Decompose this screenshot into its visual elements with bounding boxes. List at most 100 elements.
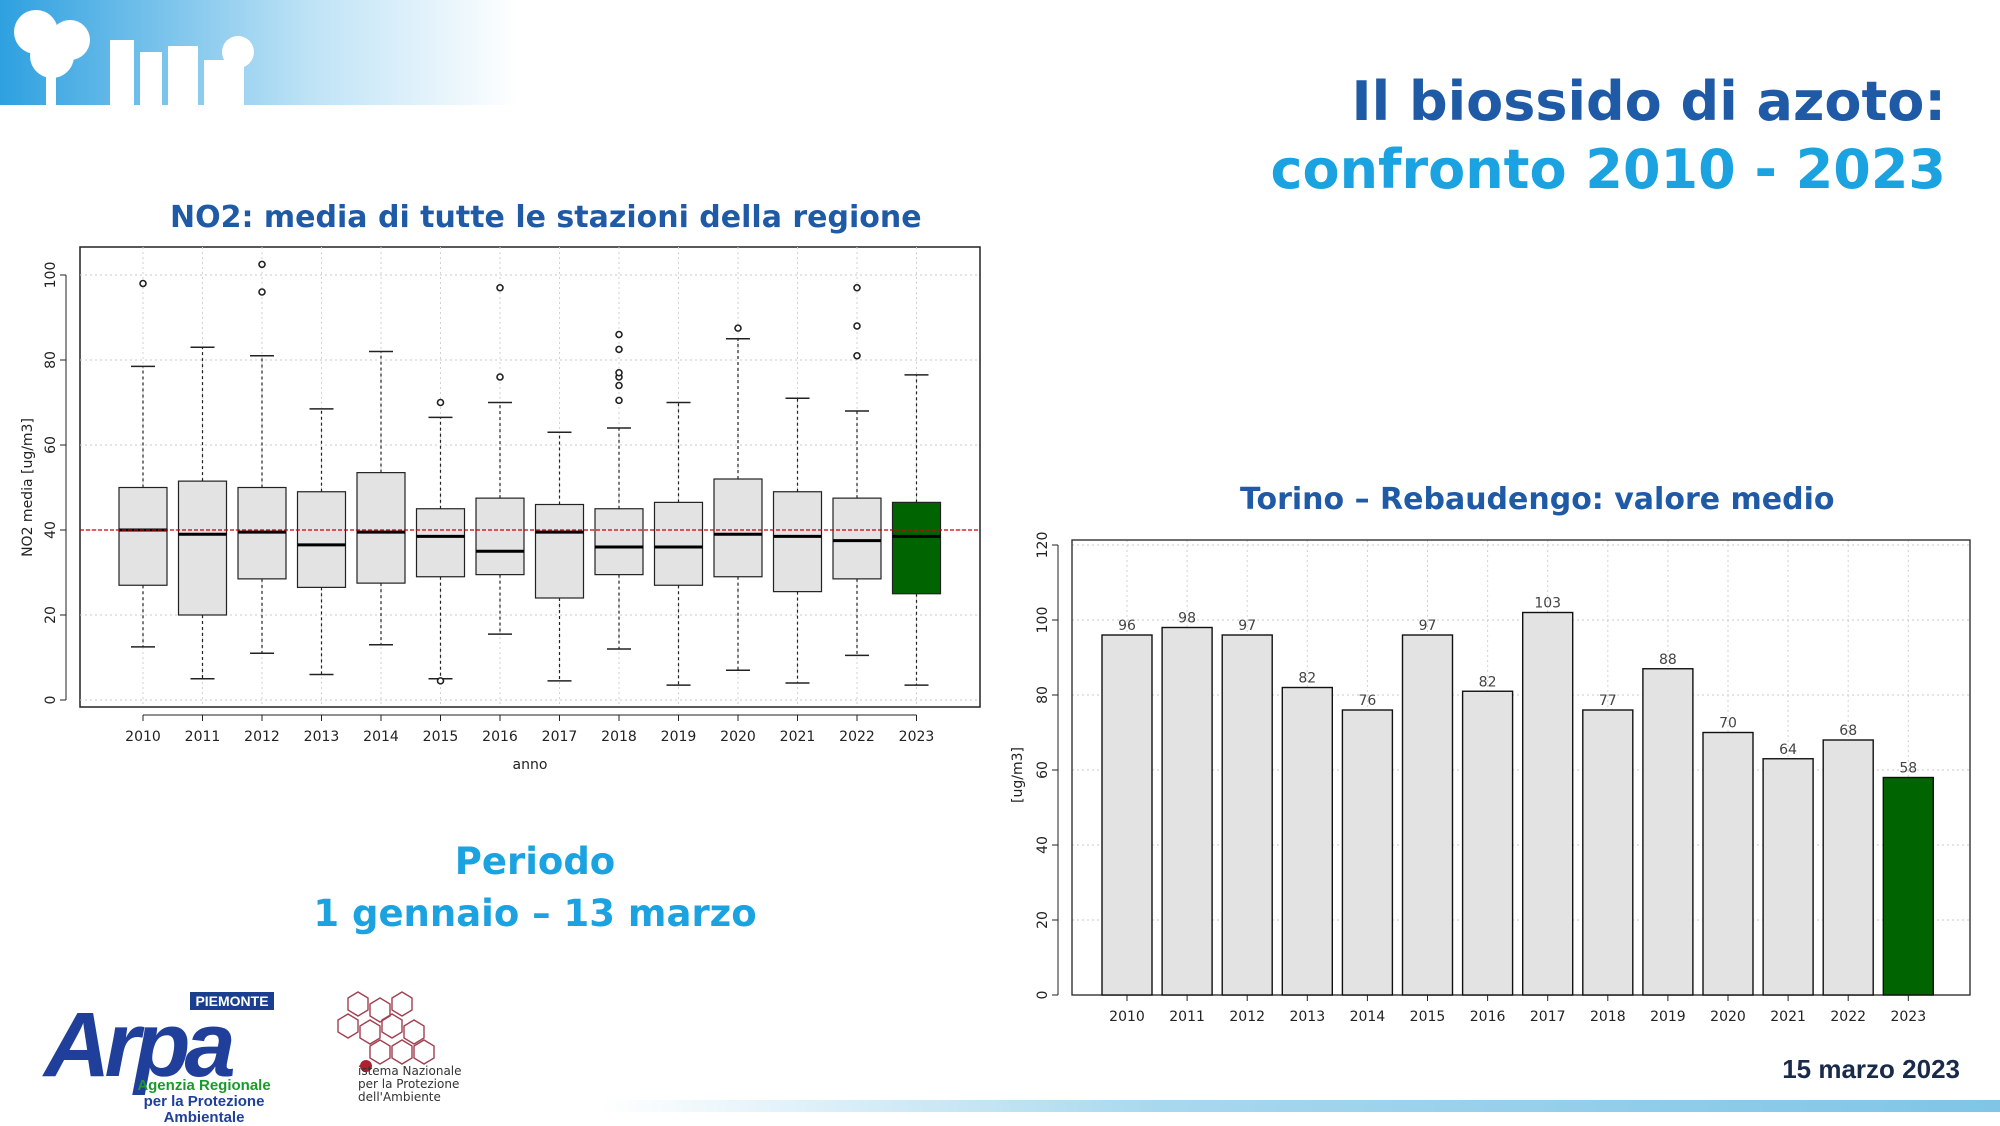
bar-value-label: 76 bbox=[1358, 693, 1376, 709]
bar-value-label: 82 bbox=[1479, 674, 1497, 690]
box-x-tick-label: 2018 bbox=[601, 729, 637, 745]
bar-x-tick-label: 2022 bbox=[1830, 1009, 1866, 1025]
bar-y-tick-label: 60 bbox=[1035, 761, 1051, 779]
bar-x-tick-label: 2017 bbox=[1530, 1009, 1566, 1025]
bar-x-tick-label: 2010 bbox=[1109, 1009, 1145, 1025]
bar-value-label: 103 bbox=[1534, 596, 1561, 612]
bar-2013 bbox=[1281, 686, 1333, 996]
box-outlier bbox=[615, 381, 623, 390]
snpa-line1: istema Nazionale bbox=[358, 1064, 462, 1078]
bar-x-tick-label: 2015 bbox=[1410, 1009, 1446, 1025]
box-2021 bbox=[772, 397, 823, 684]
box-2013 bbox=[296, 408, 347, 676]
slide-title-line2: confronto 2010 - 2023 bbox=[1270, 138, 1946, 201]
bar-y-tick-label: 120 bbox=[1035, 532, 1051, 559]
slide-title-line1: Il biossido di azoto: bbox=[1351, 70, 1946, 133]
bar-value-label: 68 bbox=[1839, 723, 1857, 739]
bar-value-label: 64 bbox=[1779, 742, 1797, 758]
bar-value-label: 58 bbox=[1899, 761, 1917, 777]
arpa-agency-line1: Agenzia Regionale bbox=[137, 1077, 271, 1094]
arpa-region-badge: PIEMONTE bbox=[190, 992, 274, 1010]
box-2020 bbox=[713, 324, 763, 671]
bar-2022 bbox=[1822, 739, 1874, 996]
box-y-tick-label: 20 bbox=[43, 606, 59, 624]
arpa-agency-name: Agenzia Regionale per la Protezione Ambi… bbox=[104, 1078, 304, 1126]
box-2017 bbox=[534, 431, 585, 682]
box-outlier bbox=[436, 398, 445, 407]
box-2022 bbox=[832, 283, 882, 657]
box-x-tick-label: 2017 bbox=[542, 729, 578, 745]
box-outlier bbox=[853, 322, 861, 330]
bar-value-label: 77 bbox=[1599, 693, 1617, 709]
box-2018 bbox=[594, 330, 644, 650]
box-y-tick-label: 0 bbox=[43, 696, 59, 705]
box-x-tick-label: 2019 bbox=[661, 729, 697, 745]
box-iqr bbox=[772, 491, 823, 593]
box-x-tick-label: 2014 bbox=[363, 729, 399, 745]
bar-x-tick-label: 2016 bbox=[1470, 1009, 1506, 1025]
box-iqr bbox=[534, 503, 585, 599]
box-2010 bbox=[118, 279, 168, 648]
box-x-tick-label: 2010 bbox=[125, 729, 161, 745]
box-plot-frame bbox=[79, 246, 981, 708]
bar-2010 bbox=[1101, 634, 1153, 996]
box-x-tick-label: 2015 bbox=[423, 729, 459, 745]
arpa-agency-line2: per la Protezione Ambientale bbox=[143, 1093, 265, 1126]
rebaudengo-bar-chart: 0 20 40 60 80 100 120 [ug/m3] 2010 2011 2012 2013 20… bbox=[1010, 532, 1971, 1025]
bar-value-label: 98 bbox=[1178, 611, 1196, 627]
bar-x-tick-label: 2023 bbox=[1890, 1009, 1926, 1025]
box-iqr bbox=[713, 478, 763, 578]
box-outlier bbox=[615, 345, 623, 354]
box-outlier bbox=[615, 396, 623, 405]
box-iqr bbox=[356, 472, 406, 584]
box-iqr bbox=[475, 497, 525, 576]
bar-y-tick-label: 100 bbox=[1035, 607, 1051, 634]
bar-y-tick-label: 20 bbox=[1035, 911, 1051, 929]
box-iqr bbox=[653, 501, 704, 586]
bar-2014 bbox=[1341, 709, 1394, 996]
header-decoration bbox=[0, 0, 520, 125]
box-x-tick-label: 2016 bbox=[482, 729, 518, 745]
box-y-tick-label: 40 bbox=[43, 521, 59, 539]
box-x-tick-label: 2023 bbox=[899, 729, 935, 745]
slide-date: 15 marzo 2023 bbox=[1782, 1054, 1960, 1084]
bar-x-tick-label: 2018 bbox=[1590, 1009, 1626, 1025]
bar-plot-frame bbox=[1071, 539, 1971, 996]
arpa-logo: Arpa bbox=[44, 994, 236, 1096]
box-y-tick-label: 100 bbox=[43, 262, 59, 289]
box-2014 bbox=[356, 350, 406, 646]
box-outlier bbox=[258, 288, 266, 296]
bar-2015 bbox=[1401, 634, 1454, 996]
bar-x-tick-label: 2012 bbox=[1229, 1009, 1265, 1025]
bar-value-label: 96 bbox=[1118, 618, 1136, 634]
box-x-tick-label: 2022 bbox=[839, 729, 875, 745]
box-outlier bbox=[139, 279, 147, 288]
box-y-tick-label: 80 bbox=[43, 351, 59, 369]
box-iqr bbox=[177, 480, 228, 616]
box-2011 bbox=[177, 346, 228, 680]
bar-value-label: 97 bbox=[1238, 618, 1256, 634]
bar-2021 bbox=[1762, 758, 1814, 996]
box-2023 bbox=[891, 374, 942, 686]
box-iqr bbox=[415, 508, 466, 578]
box-x-tick-label: 2021 bbox=[780, 729, 816, 745]
bar-x-tick-label: 2019 bbox=[1650, 1009, 1686, 1025]
box-x-tick-label: 2012 bbox=[244, 729, 280, 745]
box-chart-title: NO2: media di tutte le stazioni della re… bbox=[170, 200, 922, 235]
bar-value-label: 70 bbox=[1719, 716, 1737, 732]
snpa-logo-icon bbox=[337, 991, 435, 1072]
box-outlier bbox=[734, 324, 742, 332]
box-2019 bbox=[653, 401, 704, 686]
box-x-tick-label: 2011 bbox=[185, 729, 221, 745]
bar-chart-title: Torino – Rebaudengo: valore medio bbox=[1240, 482, 1835, 517]
box-outlier bbox=[496, 283, 504, 292]
box-outlier bbox=[853, 351, 861, 360]
box-outlier bbox=[436, 677, 445, 685]
bar-2019 bbox=[1642, 668, 1694, 996]
box-outlier bbox=[258, 260, 266, 269]
box-y-tick-label: 60 bbox=[43, 436, 59, 454]
bar-2018 bbox=[1582, 709, 1634, 996]
bar-2023 bbox=[1882, 776, 1934, 996]
bar-2017 bbox=[1522, 611, 1574, 996]
footer-bar bbox=[600, 1100, 2000, 1112]
